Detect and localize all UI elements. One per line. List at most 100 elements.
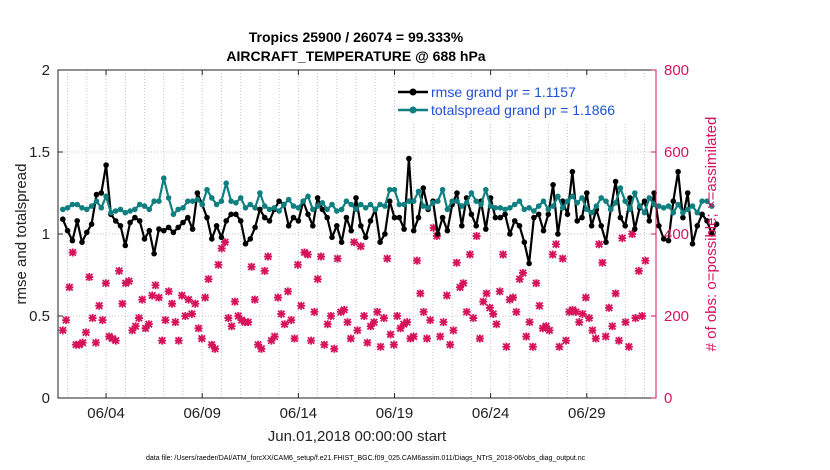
totalspread-point (660, 205, 667, 211)
rmse-point (213, 223, 220, 229)
rmse-point (694, 223, 701, 229)
totalspread-point (84, 206, 90, 213)
y-tick-label-left: 0 (42, 390, 50, 407)
rmse-point (319, 206, 326, 213)
rmse-point (266, 218, 273, 224)
totalspread-point (127, 208, 133, 214)
rmse-point (502, 211, 508, 218)
rmse-point (627, 195, 633, 201)
rmse-point (386, 198, 393, 204)
totalspread-point (276, 208, 282, 214)
obs-marker (518, 268, 527, 277)
totalspread-point (218, 198, 225, 204)
y-axis-label-left: rmse and totalspread (13, 164, 30, 305)
obs-marker (250, 295, 259, 304)
totalspread-point (516, 198, 523, 204)
obs-marker (379, 314, 388, 323)
totalspread-point (454, 198, 460, 204)
totalspread-point (641, 209, 648, 216)
obs-marker (333, 254, 342, 263)
rmse-point (377, 239, 383, 245)
rmse-point (261, 214, 268, 221)
totalspread-point (324, 206, 331, 213)
totalspread-point (69, 201, 76, 208)
rmse-point (391, 214, 398, 221)
chart-title-line2: AIRCRAFT_TEMPERATURE @ 688 hPa (226, 48, 485, 64)
y-tick-label-left: 0.5 (29, 308, 50, 325)
totalspread-point (358, 201, 364, 208)
obs-marker (614, 336, 623, 345)
rmse-point (665, 237, 672, 244)
obs-marker (472, 232, 481, 241)
legend-spread-label: totalspread grand pr = 1.1866 (431, 102, 615, 118)
rmse-point (641, 198, 648, 204)
rmse-point (252, 224, 258, 231)
totalspread-point (603, 198, 609, 204)
totalspread-point (555, 193, 561, 200)
totalspread-point (511, 201, 518, 208)
rmse-point (656, 223, 662, 229)
rmse-point (295, 218, 302, 224)
grid-lines (58, 69, 656, 399)
rmse-point (564, 211, 571, 218)
totalspread-point (161, 175, 167, 181)
obs-marker (618, 234, 627, 243)
totalspread-point (627, 206, 633, 213)
totalspread-point (449, 198, 456, 204)
totalspread-point (338, 206, 345, 213)
obs-marker (393, 312, 402, 320)
obs-marker (624, 342, 633, 351)
obs-marker (118, 299, 127, 308)
totalspread-point (612, 200, 619, 206)
obs-marker (330, 344, 339, 353)
obs-marker (492, 320, 501, 329)
obs-marker (389, 340, 398, 349)
obs-marker (638, 312, 647, 320)
obs-marker (98, 316, 107, 325)
rmse-point (151, 250, 157, 257)
rmse-point (617, 214, 624, 221)
rmse-point (598, 223, 604, 229)
rmse-point (329, 234, 335, 241)
obs-marker (532, 279, 541, 288)
obs-marker (522, 332, 531, 341)
rmse-point (180, 219, 186, 226)
rmse-point (141, 236, 148, 242)
rmse-point (468, 211, 475, 218)
obs-marker (581, 293, 590, 302)
obs-marker (499, 250, 508, 259)
rmse-point (132, 214, 138, 221)
rmse-point (146, 227, 153, 234)
rmse-point (521, 239, 528, 245)
obs-marker (512, 307, 521, 316)
x-tick-label: 06/24 (472, 405, 510, 422)
rmse-point (660, 236, 667, 242)
totalspread-point (622, 198, 628, 204)
obs-marker (346, 334, 355, 343)
rmse-point (569, 168, 576, 175)
totalspread-point (483, 186, 489, 193)
rmse-point (588, 223, 595, 229)
obs-marker (161, 316, 170, 325)
totalspread-point (689, 203, 696, 209)
rmse-point (334, 223, 340, 229)
rmse-point (324, 214, 331, 221)
obs-marker (158, 336, 167, 345)
obs-marker (323, 320, 332, 329)
obs-marker (277, 309, 286, 318)
obs-marker (307, 336, 316, 345)
rmse-point (401, 226, 407, 232)
totalspread-point (435, 198, 441, 204)
obs-marker (403, 318, 412, 327)
rmse-point (367, 218, 374, 224)
totalspread-point (305, 193, 311, 200)
rmse-point (156, 226, 162, 232)
rmse-point (69, 237, 76, 244)
rmse-point (689, 241, 696, 247)
obs-marker (343, 318, 352, 327)
obs-marker (489, 309, 498, 318)
obs-marker (340, 305, 349, 314)
obs-marker (290, 334, 299, 343)
obs-marker (482, 289, 491, 298)
obs-marker (449, 326, 458, 335)
